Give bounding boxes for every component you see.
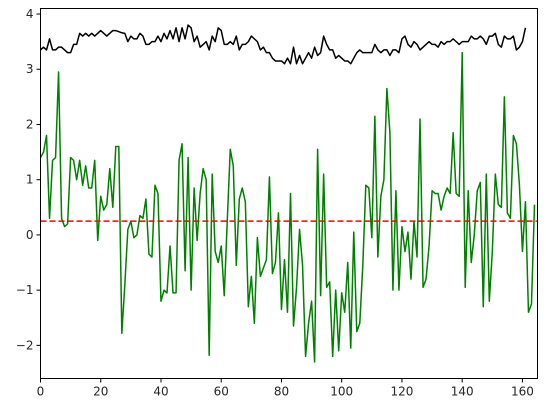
axes-frame — [40, 8, 538, 379]
x-tick-label: 140 — [451, 385, 474, 399]
y-tick-label: −2 — [16, 338, 34, 352]
x-tick-label: 0 — [37, 385, 45, 399]
y-axis: −2 −1 0 1 2 3 4 — [16, 7, 41, 352]
x-tick-label: 40 — [153, 385, 168, 399]
x-tick-label: 120 — [391, 385, 414, 399]
y-tick-label: 1 — [26, 173, 34, 187]
y-tick-label: −1 — [16, 283, 34, 297]
x-tick-label: 80 — [274, 385, 289, 399]
plot-area — [40, 24, 538, 363]
x-tick-label: 20 — [93, 385, 108, 399]
y-tick-label: 3 — [26, 62, 34, 76]
x-axis: 0 20 40 60 80 100 120 140 160 — [37, 378, 534, 399]
x-tick-label: 160 — [511, 385, 534, 399]
y-tick-label: 0 — [26, 228, 34, 242]
x-tick-label: 60 — [214, 385, 229, 399]
series-line-upper — [40, 24, 527, 65]
series-line-noisy — [40, 51, 536, 363]
x-tick-label: 100 — [330, 385, 353, 399]
y-tick-label: 4 — [26, 7, 34, 21]
y-tick-label: 2 — [26, 117, 34, 131]
